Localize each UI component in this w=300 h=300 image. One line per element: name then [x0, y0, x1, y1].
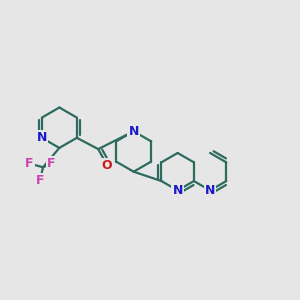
Text: O: O	[102, 159, 112, 172]
Text: F: F	[36, 174, 44, 187]
Text: N: N	[172, 184, 183, 197]
Text: F: F	[47, 157, 56, 170]
Text: N: N	[128, 125, 139, 138]
Text: N: N	[37, 131, 47, 144]
Text: F: F	[26, 157, 34, 170]
Text: N: N	[205, 184, 215, 197]
